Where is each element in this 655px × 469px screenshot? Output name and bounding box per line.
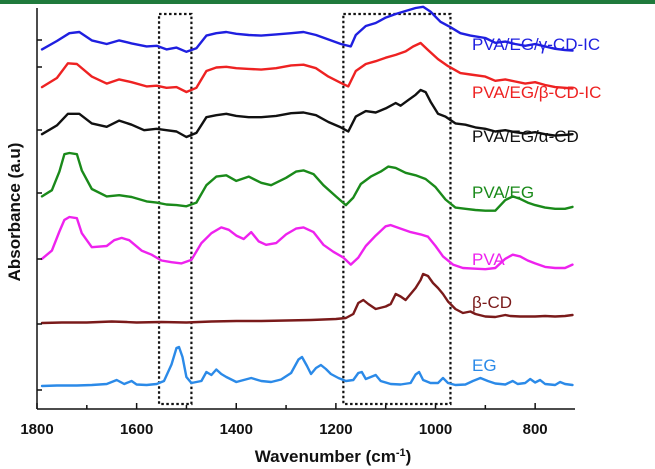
series-line-pva-eg-cd-ic xyxy=(40,41,574,94)
series-line-eg xyxy=(40,345,574,388)
series-line-pva-eg xyxy=(40,151,574,212)
series-label-eg: EG xyxy=(472,356,497,375)
series-label-pva-eg-cd-ic: PVA/EG/γ-CD-IC xyxy=(472,35,600,54)
x-tick-label-800: 800 xyxy=(523,421,548,438)
highlight-box-2 xyxy=(342,12,452,406)
x-tick-label-1200: 1200 xyxy=(319,421,352,438)
series-lines xyxy=(40,5,574,388)
y-axis-title: Absorbance (a.u) xyxy=(5,143,24,282)
series-label-pva-eg-cd: PVA/EG/α-CD xyxy=(472,127,579,146)
top-accent-bar xyxy=(0,0,655,4)
x-tick-label-1000: 1000 xyxy=(419,421,452,438)
series-labels: PVA/EG/γ-CD-IC PVA/EG/β-CD-IC PVA/EG/α-CD P… xyxy=(472,35,601,375)
series-label-cd: β-CD xyxy=(472,293,512,312)
highlight-box-1 xyxy=(157,12,193,406)
series-line-cd xyxy=(40,272,574,325)
x-tick-label-1800: 1800 xyxy=(20,421,53,438)
series-line-pva xyxy=(40,215,574,271)
x-tick-label-1600: 1600 xyxy=(120,421,153,438)
series-label-pva: PVA xyxy=(472,250,505,269)
series-label-pva-eg-cd-ic: PVA/EG/β-CD-IC xyxy=(472,83,601,102)
series-label-pva-eg: PVA/EG xyxy=(472,183,534,202)
x-axis-title: Wavenumber (cm-1) xyxy=(255,447,412,466)
x-tick-label-1400: 1400 xyxy=(220,421,253,438)
axes xyxy=(36,8,575,410)
highlight-boxes xyxy=(157,12,452,406)
series-line-pva-eg-cd xyxy=(40,88,574,139)
x-axis-ticks: 1800 1600 1400 1200 1000 800 xyxy=(20,403,548,438)
series-line-pva-eg-cd-ic xyxy=(40,5,574,53)
